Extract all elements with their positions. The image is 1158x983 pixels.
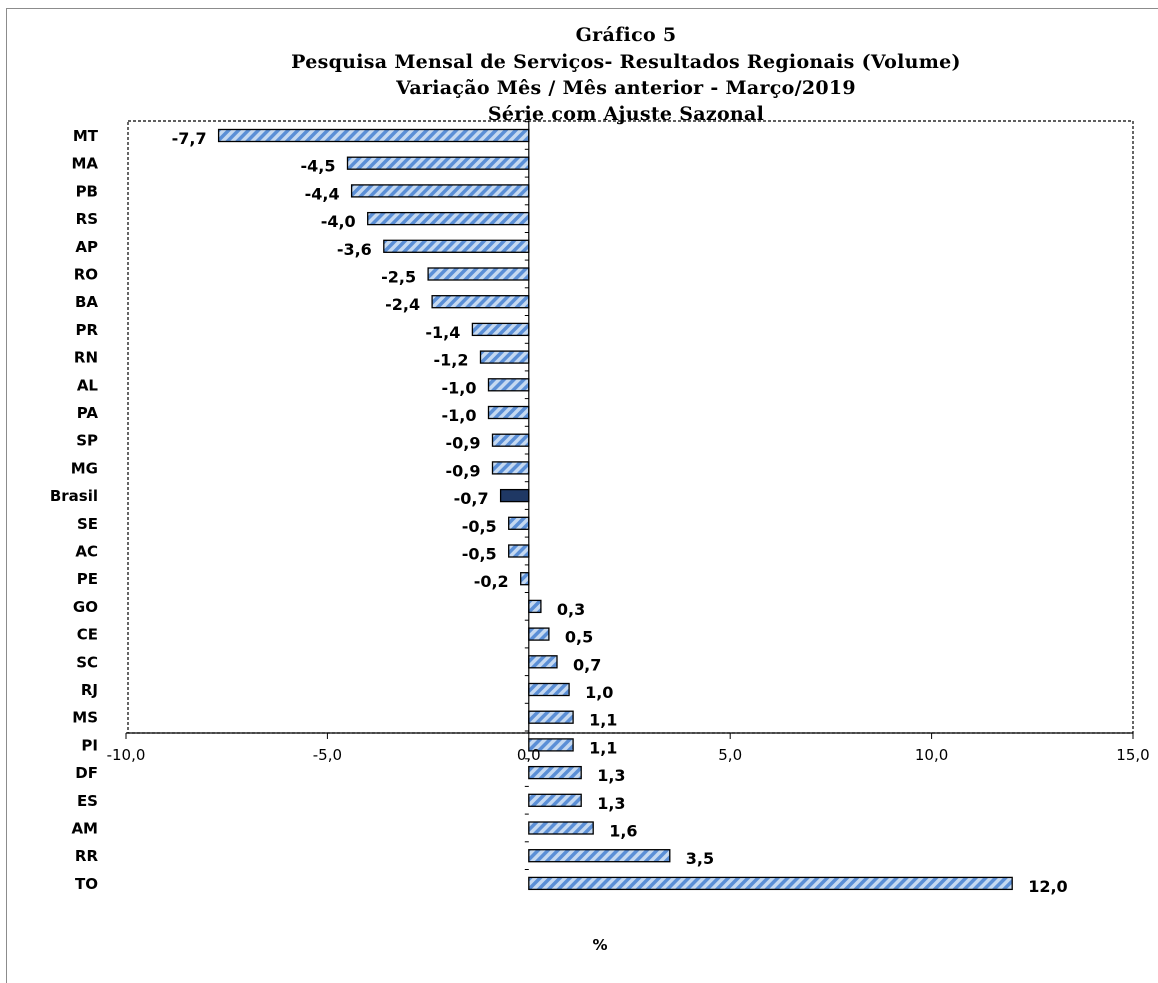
bar-pb (350, 184, 530, 198)
category-label-al: AL (77, 376, 99, 394)
bar-go (528, 599, 542, 614)
category-label-se: SE (77, 515, 98, 533)
value-label-am: 1,6 (609, 822, 637, 841)
category-label-df: DF (75, 764, 98, 782)
category-label-rj: RJ (81, 681, 98, 699)
bar-pa (487, 405, 530, 420)
bar-rr (528, 849, 671, 863)
x-tick-label: 0,0 (517, 746, 541, 764)
bar-ac (508, 544, 530, 558)
value-label-rn: -1,2 (434, 351, 469, 370)
bar-sc (528, 655, 558, 669)
value-label-sc: 0,7 (573, 655, 601, 674)
value-label-pe: -0,2 (474, 572, 509, 591)
bar-es (528, 793, 582, 807)
x-tick-label: 5,0 (718, 746, 742, 764)
x-tick-label: 10,0 (915, 746, 948, 764)
value-label-pa: -1,0 (442, 406, 477, 425)
value-label-se: -0,5 (462, 517, 497, 536)
category-label-mg: MG (71, 459, 98, 477)
category-label-es: ES (77, 792, 98, 810)
value-label-to: 12,0 (1028, 877, 1067, 896)
x-tick-label: -5,0 (313, 746, 342, 764)
value-label-ap: -3,6 (337, 240, 372, 259)
bar-ro (427, 267, 530, 281)
bar-ba (431, 295, 530, 309)
category-label-pb: PB (76, 182, 98, 200)
chart-frame (6, 8, 1158, 983)
chart-title: Gráfico 5 (575, 24, 677, 46)
bar-ma (346, 156, 530, 170)
value-label-rs: -4,0 (321, 212, 356, 231)
bar-ms (528, 710, 574, 724)
chart-subtitle-3: Série com Ajuste Sazonal (487, 103, 765, 125)
bar-rs (367, 211, 530, 226)
value-label-al: -1,0 (442, 378, 477, 397)
value-label-ba: -2,4 (385, 295, 420, 314)
value-label-ro: -2,5 (381, 268, 416, 287)
value-label-df: 1,3 (597, 766, 625, 785)
bar-mt (217, 128, 530, 143)
plot-area (127, 120, 1134, 734)
bar-to (528, 876, 1013, 891)
x-axis-label: % (592, 936, 607, 954)
value-label-mt: -7,7 (172, 129, 207, 148)
bar-am (528, 821, 594, 835)
category-label-rr: RR (75, 847, 99, 865)
category-label-pe: PE (77, 570, 98, 588)
bar-mg (491, 461, 530, 475)
category-label-ap: AP (75, 238, 98, 256)
value-label-es: 1,3 (597, 794, 625, 813)
category-label-rs: RS (76, 210, 98, 228)
chart-subtitle-1: Pesquisa Mensal de Serviços- Resultados … (291, 51, 961, 73)
category-label-am: AM (71, 820, 98, 838)
bar-brasil (499, 488, 530, 503)
category-label-rn: RN (74, 349, 98, 367)
x-tick-label: -10,0 (107, 746, 146, 764)
value-label-ac: -0,5 (462, 545, 497, 564)
bar-se (508, 516, 530, 530)
value-label-ms: 1,1 (589, 711, 617, 730)
value-label-brasil: -0,7 (454, 489, 489, 508)
value-label-ma: -4,5 (301, 157, 336, 176)
value-label-go: 0,3 (557, 600, 585, 619)
category-label-sp: SP (76, 432, 98, 450)
bar-pi (528, 738, 574, 752)
category-label-ro: RO (74, 266, 98, 284)
category-label-ba: BA (75, 293, 98, 311)
category-label-ms: MS (72, 709, 98, 727)
value-label-rj: 1,0 (585, 683, 613, 702)
bar-rn (479, 350, 530, 364)
category-label-pr: PR (75, 321, 98, 339)
category-label-to: TO (75, 875, 98, 893)
value-label-mg: -0,9 (446, 461, 481, 480)
bar-sp (491, 433, 530, 447)
bar-ce (528, 627, 550, 641)
category-label-mt: MT (73, 127, 99, 145)
value-label-pb: -4,4 (305, 184, 340, 203)
x-tick-label: 15,0 (1116, 746, 1149, 764)
bar-rj (528, 682, 570, 697)
category-label-ce: CE (77, 626, 98, 644)
bar-ap (383, 239, 530, 253)
bar-df (528, 765, 582, 780)
category-label-brasil: Brasil (50, 487, 98, 505)
category-label-ac: AC (75, 543, 98, 561)
category-label-pa: PA (77, 404, 99, 422)
value-label-rr: 3,5 (686, 849, 714, 868)
category-label-pi: PI (81, 736, 98, 754)
value-label-sp: -0,9 (446, 434, 481, 453)
category-label-go: GO (73, 598, 98, 616)
bar-pr (471, 322, 530, 337)
value-label-pr: -1,4 (425, 323, 460, 342)
value-label-ce: 0,5 (565, 628, 593, 647)
value-label-pi: 1,1 (589, 738, 617, 757)
category-label-ma: MA (71, 155, 98, 173)
bar-al (487, 378, 530, 392)
bar-pe (520, 572, 530, 586)
category-label-sc: SC (76, 653, 98, 671)
chart-subtitle-2: Variação Mês / Mês anterior - Março/2019 (396, 77, 856, 99)
